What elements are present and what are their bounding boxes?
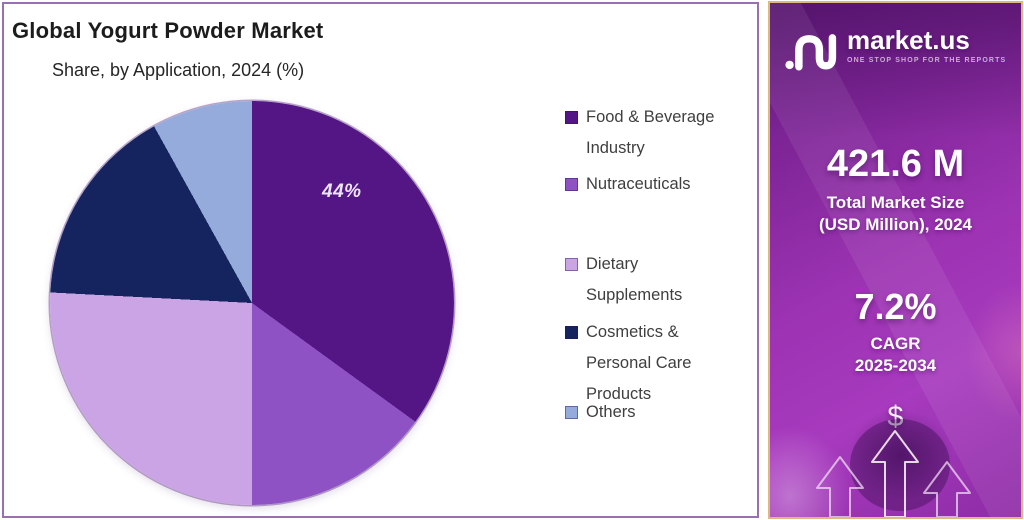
chart-subtitle: Share, by Application, 2024 (%) xyxy=(52,60,305,80)
growth-arrows-icon xyxy=(816,419,971,517)
legend-label: Dietary Supplements xyxy=(586,255,683,304)
market-size-label: Total Market Size (USD Million), 2024 xyxy=(770,192,1021,236)
cagr-label: CAGR 2025-2034 xyxy=(770,333,1021,377)
legend-swatch xyxy=(565,178,578,191)
marketus-logo-icon xyxy=(785,34,837,71)
legend-label: Nutraceuticals xyxy=(586,175,691,193)
legend-label: Others xyxy=(586,403,636,421)
sidebar: market.us ONE STOP SHOP FOR THE REPORTS … xyxy=(768,1,1023,519)
chart-title: Global Yogurt Powder Market xyxy=(12,18,324,43)
legend-item: Nutraceuticals xyxy=(565,169,735,200)
market-size-label-line1: Total Market Size xyxy=(826,193,965,212)
legend-swatch xyxy=(565,326,578,339)
cagr-period: 2025-2034 xyxy=(854,356,937,375)
legend-item: Others xyxy=(565,397,735,428)
legend-label: Food & Beverage Industry xyxy=(586,108,715,157)
legend-swatch xyxy=(565,258,578,271)
brand-name: market.us xyxy=(847,25,970,55)
pie-data-label: 44% xyxy=(322,181,362,202)
legend-swatch xyxy=(565,406,578,419)
market-size-stat: 421.6 M Total Market Size (USD Million),… xyxy=(770,143,1021,236)
legend: Food & Beverage Industry Nutraceuticals Di… xyxy=(565,4,755,516)
cagr-value: 7.2% xyxy=(854,286,937,327)
legend-item: Cosmetics & Personal Care Products xyxy=(565,317,735,410)
legend-label: Cosmetics & Personal Care Products xyxy=(586,323,692,403)
brand-logo: market.us ONE STOP SHOP FOR THE REPORTS xyxy=(784,25,1006,75)
market-size-value: 421.6 M xyxy=(826,143,965,185)
cagr-label-text: CAGR xyxy=(870,334,921,353)
legend-swatch xyxy=(565,111,578,124)
legend-item: Food & Beverage Industry xyxy=(565,102,735,164)
pie-chart xyxy=(50,101,454,505)
brand-tagline: ONE STOP SHOP FOR THE REPORTS xyxy=(847,57,1007,64)
cagr-stat: 7.2% CAGR 2025-2034 xyxy=(770,287,1021,377)
chart-panel: Global Yogurt Powder Market Share, by Ap… xyxy=(2,2,759,518)
legend-item: Dietary Supplements xyxy=(565,249,735,311)
market-size-label-line2: (USD Million), 2024 xyxy=(818,215,973,234)
dollar-icon: $ xyxy=(887,401,904,433)
